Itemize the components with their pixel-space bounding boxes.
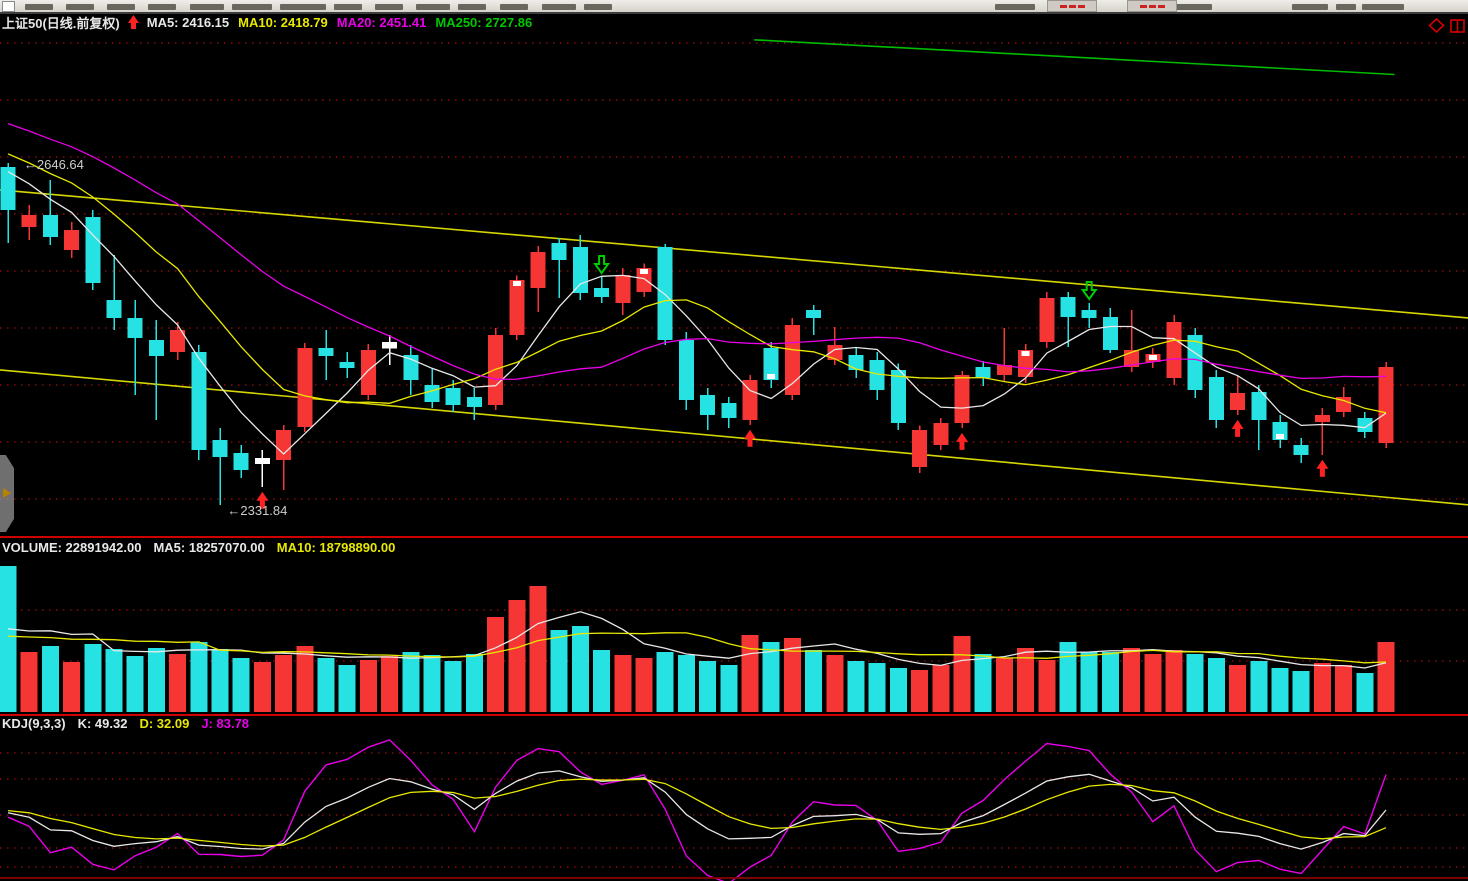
- kdj-label: KDJ(9,3,3): [2, 716, 66, 731]
- menu-item-remnant: [1336, 4, 1356, 10]
- toolbar-button-remnant[interactable]: [1127, 0, 1177, 12]
- pane-corner-controls: [1428, 17, 1465, 38]
- menu-item-remnant: [66, 4, 94, 10]
- menu-item-remnant: [375, 4, 403, 10]
- menu-item-remnant: [232, 4, 272, 10]
- svg-text:←2646.64: ←2646.64: [24, 157, 84, 172]
- toolbar-button-remnant[interactable]: [1047, 0, 1097, 12]
- j-readout: J: 83.78: [201, 716, 250, 731]
- diamond-icon[interactable]: [1428, 17, 1445, 38]
- menu-item-remnant: [500, 4, 528, 10]
- menu-item-remnant: [280, 4, 326, 10]
- expand-arrow-icon: [3, 488, 11, 498]
- pane-separator: [0, 714, 1468, 716]
- svg-text:←2331.84: ←2331.84: [227, 503, 287, 518]
- ma5-readout: MA5: 2416.15: [146, 14, 230, 30]
- ma20-readout: MA20: 2451.41: [336, 14, 427, 30]
- menu-item-remnant: [416, 4, 450, 10]
- menu-item-remnant: [995, 4, 1035, 10]
- menu-item-remnant: [458, 4, 486, 10]
- ma10-readout: MA10: 2418.79: [238, 14, 328, 30]
- volume-ma5-readout: MA5: 18257070.00: [153, 540, 265, 555]
- bottom-border: [0, 877, 1468, 879]
- app-icon: [2, 1, 15, 12]
- menu-item-remnant: [190, 4, 224, 10]
- menu-item-remnant: [334, 4, 362, 10]
- k-readout: K: 49.32: [77, 716, 128, 731]
- volume-pane[interactable]: [0, 558, 1468, 714]
- menu-item-remnant: [542, 4, 576, 10]
- volume-readout: VOLUME: 22891942.00: [2, 540, 142, 555]
- pane-separator: [0, 536, 1468, 538]
- menu-item-remnant: [107, 4, 135, 10]
- menu-item-remnant: [1292, 4, 1328, 10]
- menu-item-remnant: [148, 4, 176, 10]
- sidebar-flyout-handle[interactable]: [0, 455, 14, 532]
- d-readout: D: 32.09: [139, 716, 190, 731]
- chart-title-row: 上证50(日线.前复权) MA5: 2416.15 MA10: 2418.79 …: [2, 13, 532, 31]
- trend-up-icon: [127, 14, 140, 30]
- ma250-readout: MA250: 2727.86: [435, 14, 533, 30]
- menu-item-remnant: [1362, 4, 1404, 10]
- kdj-header: KDJ(9,3,3) K: 49.32 D: 32.09 J: 83.78: [2, 716, 249, 731]
- volume-header: VOLUME: 22891942.00 MA5: 18257070.00 MA1…: [2, 540, 395, 555]
- menu-item-remnant: [1160, 4, 1212, 10]
- menu-item-remnant: [584, 4, 612, 10]
- menubar[interactable]: [0, 0, 1468, 14]
- candlestick-pane[interactable]: ←2646.64 ←2331.84: [0, 30, 1468, 537]
- volume-ma10-readout: MA10: 18798890.00: [276, 540, 396, 555]
- kdj-pane[interactable]: [0, 734, 1468, 881]
- symbol-title: 上证50(日线.前复权): [2, 15, 120, 31]
- split-window-icon[interactable]: [1450, 18, 1465, 38]
- menu-item-remnant: [25, 4, 53, 10]
